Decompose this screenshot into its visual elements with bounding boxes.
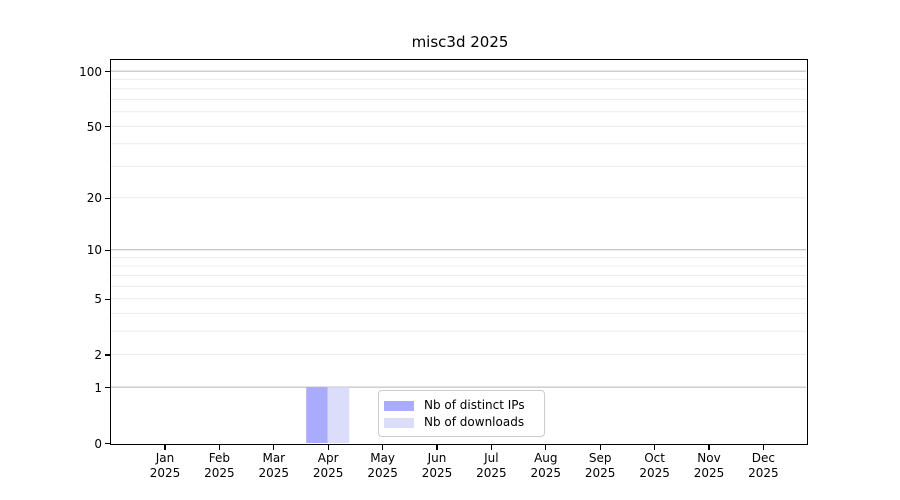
x-tick-label-dec: Dec 2025	[748, 451, 779, 480]
bar-nb-of-distinct-ips-apr	[306, 387, 328, 443]
y-tick	[105, 71, 110, 73]
y-tick-label: 5	[94, 292, 102, 307]
x-tick-label-nov: Nov 2025	[693, 451, 725, 480]
x-tick-label-sep: Sep 2025	[584, 451, 616, 480]
x-tick	[490, 445, 492, 450]
x-tick-label-apr: Apr 2025	[312, 451, 344, 480]
y-tick-label: 1	[94, 380, 102, 395]
y-tick-label: 10	[86, 243, 102, 258]
y-tick	[105, 354, 110, 356]
plot-area	[110, 59, 808, 445]
y-tick	[105, 249, 110, 251]
y-tick-label: 100	[79, 64, 102, 79]
x-tick-label-oct: Oct 2025	[639, 451, 670, 480]
x-tick	[382, 445, 384, 450]
x-tick	[218, 445, 220, 450]
y-tick	[105, 197, 110, 199]
x-tick-label-jun: Jun 2025	[421, 451, 453, 480]
x-tick	[545, 445, 547, 450]
x-tick	[708, 445, 710, 450]
legend-item-downloads: Nb of downloads	[384, 414, 538, 431]
y-tick	[105, 387, 110, 389]
x-tick	[436, 445, 438, 450]
legend-label-downloads: Nb of downloads	[424, 415, 525, 429]
x-tick	[762, 445, 764, 450]
x-tick-label-jul: Jul 2025	[476, 451, 507, 480]
x-tick	[273, 445, 275, 450]
x-tick	[164, 445, 166, 450]
x-tick-label-may: May 2025	[367, 451, 398, 480]
bar-nb-of-downloads-apr	[327, 387, 350, 443]
y-tick	[105, 298, 110, 300]
legend-swatch-downloads	[384, 417, 414, 428]
x-tick-label-feb: Feb 2025	[204, 451, 235, 480]
x-tick	[599, 445, 601, 450]
y-tick-label: 0	[94, 436, 102, 451]
legend: Nb of distinct IPs Nb of downloads	[378, 390, 545, 437]
legend-swatch-distinct-ips	[384, 400, 414, 411]
x-tick	[654, 445, 656, 450]
y-tick	[105, 443, 110, 445]
y-tick-label: 2	[94, 347, 102, 362]
chart-title: misc3d 2025	[411, 33, 509, 51]
y-tick-label: 50	[86, 119, 102, 134]
plot-canvas	[111, 70, 806, 443]
y-tick	[105, 126, 110, 128]
x-tick-label-aug: Aug 2025	[530, 451, 562, 480]
legend-label-distinct-ips: Nb of distinct IPs	[424, 398, 525, 412]
legend-item-distinct-ips: Nb of distinct IPs	[384, 397, 538, 414]
y-tick-label: 20	[86, 191, 102, 206]
x-tick-label-jan: Jan 2025	[149, 451, 181, 480]
x-tick	[327, 445, 329, 450]
x-tick-label-mar: Mar 2025	[258, 451, 290, 480]
